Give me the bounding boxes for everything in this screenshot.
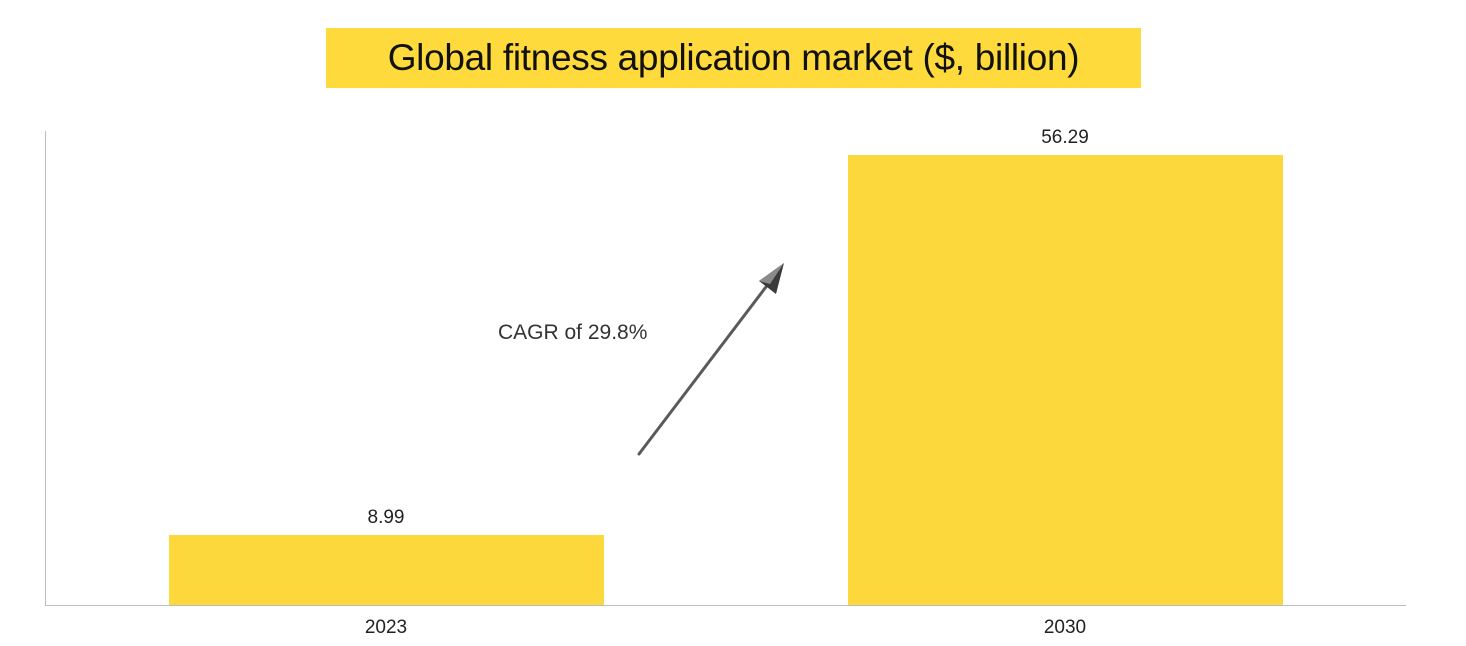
chart-title: Global fitness application market ($, bi…	[387, 37, 1080, 78]
chart-title-box: Global fitness application market ($, bi…	[326, 28, 1141, 88]
x-tick-label-2030: 2030	[1043, 617, 1087, 638]
bar-2030	[848, 155, 1283, 605]
bar-value-label-2023: 8.99	[367, 507, 405, 528]
y-axis-line	[45, 131, 46, 606]
cagr-annotation: CAGR of 29.8%	[498, 321, 648, 344]
x-axis-line	[45, 605, 1406, 606]
bar-value-label-2030: 56.29	[1041, 127, 1089, 148]
x-tick-label-2023: 2023	[364, 617, 408, 638]
bar-2023	[169, 535, 604, 605]
